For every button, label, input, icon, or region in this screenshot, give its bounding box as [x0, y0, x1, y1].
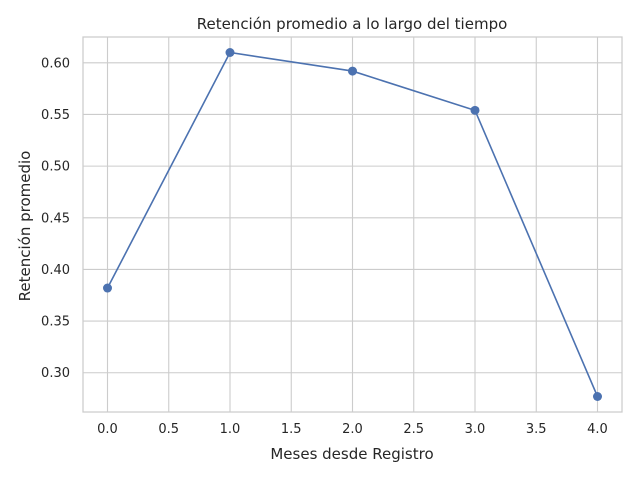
- grid-lines: [83, 37, 622, 412]
- x-tick-label: 4.0: [587, 422, 608, 437]
- y-tick-label: 0.45: [41, 211, 70, 226]
- x-axis-label: Meses desde Registro: [270, 445, 433, 463]
- y-tick-label: 0.55: [41, 108, 70, 123]
- data-point: [470, 105, 480, 115]
- x-tick-label: 3.0: [465, 422, 486, 437]
- y-tick-label: 0.35: [41, 315, 70, 330]
- data-point: [348, 66, 357, 76]
- x-tick-label: 0.5: [158, 422, 179, 437]
- data-point: [103, 283, 112, 293]
- x-tick-label: 0.0: [97, 422, 118, 437]
- x-tick-label: 3.5: [526, 422, 547, 437]
- chart-title: Retención promedio a lo largo del tiempo: [197, 15, 508, 33]
- y-tick-label: 0.60: [41, 56, 70, 71]
- y-tick-label: 0.40: [41, 263, 70, 278]
- x-tick-label: 2.0: [342, 422, 363, 437]
- y-tick-label: 0.50: [41, 160, 70, 175]
- plot-area-frame: [82, 36, 623, 413]
- data-point: [593, 392, 602, 402]
- x-tick-label: 1.5: [281, 422, 302, 437]
- y-tick-label: 0.30: [41, 366, 70, 381]
- series-layer: [103, 47, 602, 402]
- axis-ticks: 0.0 0.5 1.0 1.5 2.0 2.5 3.0 3.5 4.0 0.30 0.35 0.40 0…: [41, 56, 608, 437]
- x-tick-label: 1.0: [220, 422, 241, 437]
- x-tick-label: 2.5: [403, 422, 424, 437]
- y-axis-label: Retención promedio: [16, 151, 34, 302]
- data-point: [225, 47, 235, 57]
